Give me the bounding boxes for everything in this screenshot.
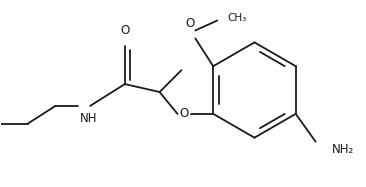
Text: NH: NH (79, 112, 97, 125)
Text: O: O (186, 17, 195, 30)
Text: NH₂: NH₂ (332, 143, 354, 156)
Text: CH₃: CH₃ (227, 13, 246, 23)
Text: O: O (180, 107, 189, 120)
Text: O: O (120, 24, 130, 37)
